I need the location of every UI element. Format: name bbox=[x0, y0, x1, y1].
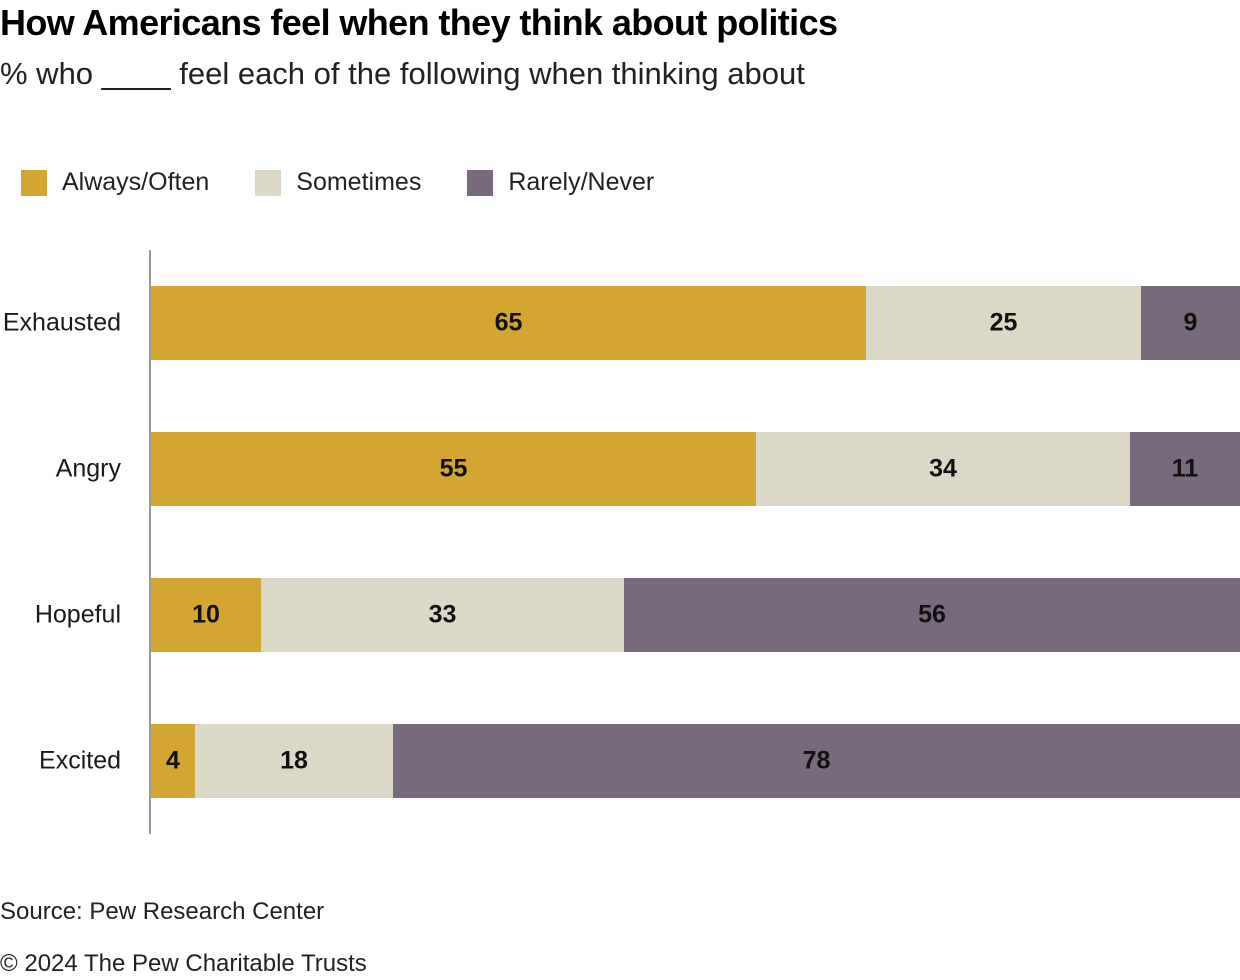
bar-excited-sometimes bbox=[195, 724, 393, 798]
data-label-angry-sometimes: 34 bbox=[929, 455, 957, 483]
category-label-angry: Angry bbox=[56, 455, 122, 483]
bar-angry-sometimes bbox=[756, 432, 1130, 506]
data-label-hopeful-always-often: 10 bbox=[192, 601, 220, 629]
bar-excited-always-often bbox=[151, 724, 195, 798]
legend-label-rarely-never: Rarely/Never bbox=[508, 168, 655, 196]
legend-item-always-often: Always/Often bbox=[21, 168, 209, 197]
legend-item-rarely-never: Rarely/Never bbox=[467, 168, 654, 197]
data-label-excited-rarely-never: 78 bbox=[803, 747, 831, 775]
bar-exhausted-always-often bbox=[151, 286, 866, 360]
legend-swatch-rarely-never bbox=[467, 169, 494, 196]
bar-angry-always-often bbox=[151, 432, 756, 506]
category-label-hopeful: Hopeful bbox=[35, 601, 121, 629]
legend-label-always-often: Always/Often bbox=[62, 168, 210, 196]
category-label-excited: Excited bbox=[39, 747, 121, 775]
data-label-angry-always-often: 55 bbox=[440, 455, 468, 483]
data-label-angry-rarely-never: 11 bbox=[1172, 455, 1199, 483]
data-label-exhausted-rarely-never: 9 bbox=[1184, 309, 1198, 337]
chart-title: How Americans feel when they think about… bbox=[0, 2, 838, 43]
stacked-bar-chart: Exhausted 65 25 9 Angry 55 34 11 Hopeful 10 33 56 Ex… bbox=[3, 250, 1240, 834]
copyright-note: © 2024 The Pew Charitable Trusts bbox=[0, 950, 367, 977]
bar-excited-rarely-never bbox=[393, 724, 1240, 798]
data-label-exhausted-always-often: 65 bbox=[495, 309, 523, 337]
legend-label-sometimes: Sometimes bbox=[296, 168, 422, 196]
data-label-exhausted-sometimes: 25 bbox=[990, 309, 1018, 337]
data-label-excited-sometimes: 18 bbox=[280, 747, 308, 775]
bar-hopeful-sometimes bbox=[261, 578, 624, 652]
bar-hopeful-rarely-never bbox=[624, 578, 1240, 652]
bar-exhausted-sometimes bbox=[866, 286, 1141, 360]
chart-subtitle: % who ____ feel each of the following wh… bbox=[0, 56, 805, 91]
bar-angry-rarely-never bbox=[1130, 432, 1240, 506]
category-label-exhausted: Exhausted bbox=[3, 309, 121, 337]
data-label-hopeful-sometimes: 33 bbox=[429, 601, 457, 629]
legend: Always/Often Sometimes Rarely/Never bbox=[21, 168, 700, 197]
data-label-excited-always-often: 4 bbox=[166, 747, 180, 775]
legend-item-sometimes: Sometimes bbox=[255, 168, 421, 197]
bar-hopeful-always-often bbox=[151, 578, 261, 652]
source-note: Source: Pew Research Center bbox=[0, 898, 325, 925]
data-label-hopeful-rarely-never: 56 bbox=[918, 601, 946, 629]
bar-exhausted-rarely-never bbox=[1141, 286, 1240, 360]
legend-swatch-always-often bbox=[21, 169, 47, 196]
legend-swatch-sometimes bbox=[255, 169, 282, 196]
